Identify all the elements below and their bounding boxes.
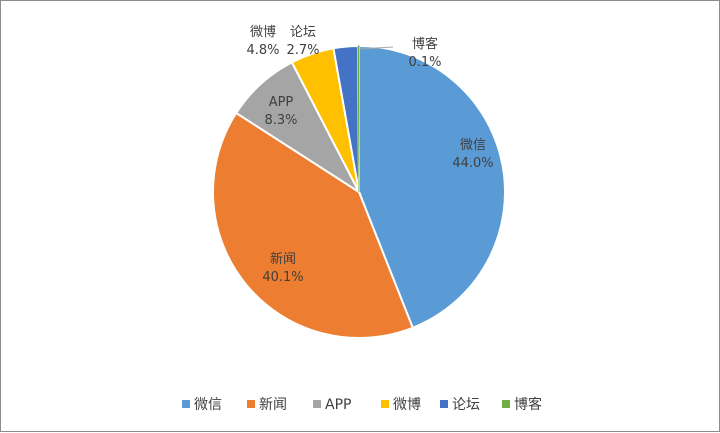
legend-item: 博客 (502, 396, 542, 413)
slice-category-label: 新闻 (270, 251, 296, 267)
legend-item: 新闻 (247, 397, 287, 413)
slice-category-label: 微博 (250, 25, 276, 40)
slice-value-label: 2.7% (286, 43, 319, 58)
slice-category-label: 博客 (412, 36, 438, 52)
slice-value-label: 44.0% (452, 156, 493, 171)
slice-value-label: 4.8% (246, 43, 279, 58)
legend-label: 论坛 (452, 397, 480, 413)
legend-item: 微博 (381, 396, 421, 413)
slice-value-label: 40.1% (262, 270, 303, 285)
legend-swatch (440, 400, 448, 408)
legend-item: APP (313, 397, 351, 413)
legend-label: 新闻 (259, 397, 287, 413)
slice-category-label: 微信 (460, 138, 486, 153)
legend-swatch (182, 400, 190, 408)
leader-line (359, 46, 394, 50)
pie-slice-0 (358, 44, 506, 330)
legend-label: 微信 (194, 397, 222, 413)
legend-swatch (313, 400, 321, 408)
pie-slice-5 (357, 45, 360, 193)
legend-label: 微博 (393, 396, 421, 413)
slice-category-label: APP (269, 95, 294, 110)
slice-value-label: 0.1% (408, 55, 441, 70)
slice-value-label: 8.3% (264, 113, 297, 128)
legend-item: 论坛 (440, 397, 480, 413)
slice-category-label: 论坛 (290, 25, 316, 40)
legend-swatch (502, 400, 510, 408)
legend-swatch (381, 400, 389, 408)
pie-slice-1 (212, 111, 415, 339)
legend-item: 微信 (182, 397, 222, 413)
legend-label: APP (325, 397, 351, 413)
legend-swatch (247, 400, 255, 408)
legend-label: 博客 (514, 396, 542, 413)
